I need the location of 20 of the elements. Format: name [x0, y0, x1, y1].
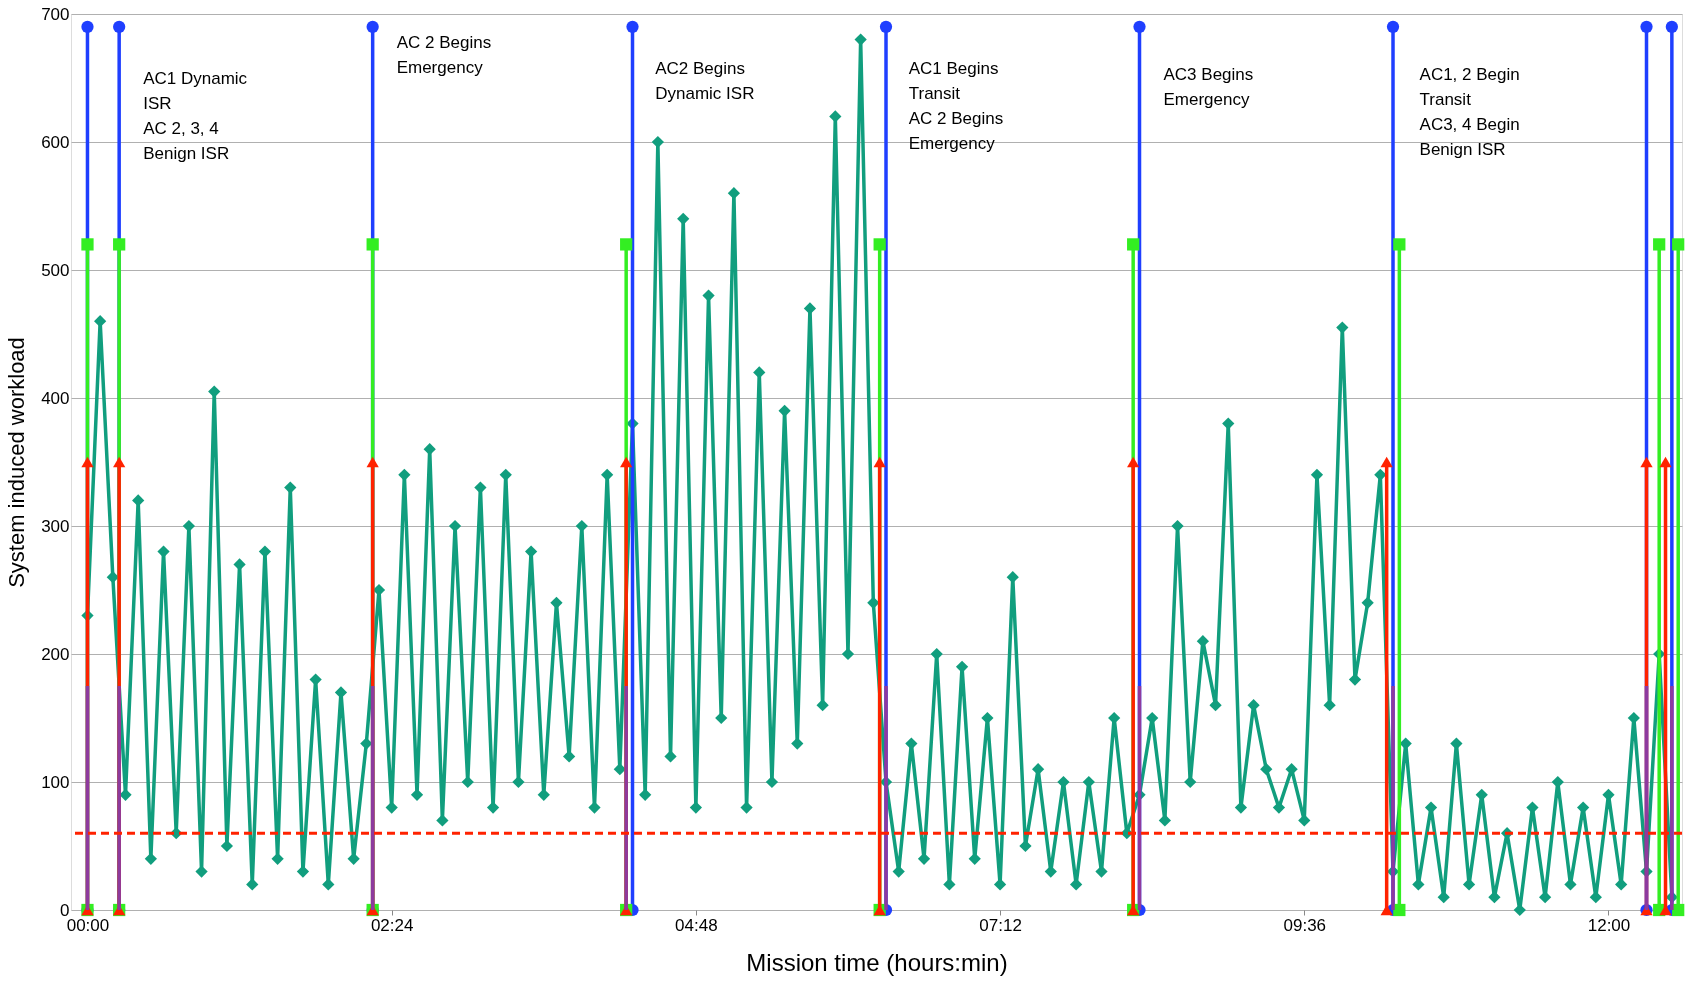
y-tick-label: 100 [41, 772, 70, 792]
annotation: AC1 Dynamic ISR AC 2, 3, 4 Benign ISR [143, 69, 248, 164]
x-tick-label: 04:48 [675, 915, 718, 935]
x-tick-label: 07:12 [979, 915, 1022, 935]
x-tick-label: 12:00 [1587, 915, 1631, 935]
annotation: AC1, 2 Begin Transit AC3, 4 Begin Benign ISR [1419, 65, 1520, 160]
y-tick-label: 600 [41, 132, 70, 152]
x-axis-title: Mission time (hours:min) [746, 948, 1008, 976]
y-tick-label: 300 [41, 516, 70, 536]
x-tick-label: 09:36 [1283, 915, 1327, 935]
y-axis-title: System induced workload [4, 337, 30, 588]
y-tick-label: 200 [41, 644, 70, 664]
annotation: AC1 Begins Transit AC 2 Begins Emergency [908, 58, 1004, 153]
x-tick-label: 02:24 [370, 915, 414, 935]
annotation: AC 2 Begins Emergency [396, 33, 492, 78]
annotation: AC3 Begins Emergency [1163, 65, 1254, 110]
y-tick-label: 500 [41, 260, 70, 280]
y-tick-label: 700 [41, 4, 70, 24]
y-tick-label: 400 [41, 388, 70, 408]
annotation: AC2 Begins Dynamic ISR [655, 58, 755, 103]
